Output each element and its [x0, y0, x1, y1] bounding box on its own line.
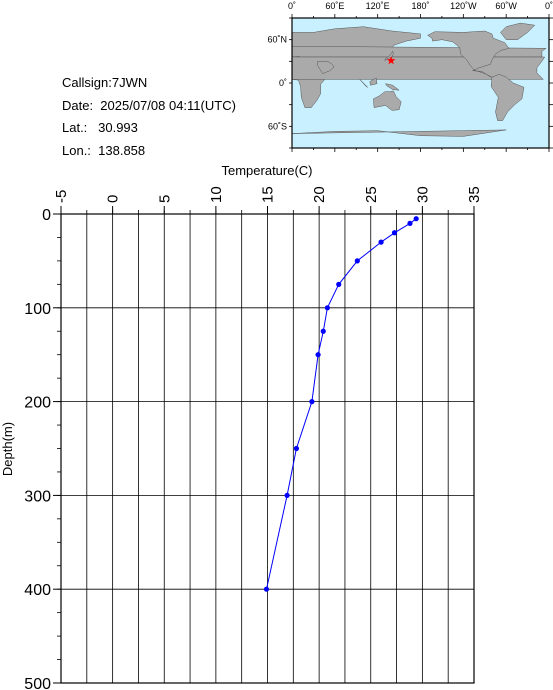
data-point: [391, 230, 398, 236]
map-longitude-label: 0˚: [545, 1, 553, 11]
data-point: [324, 305, 330, 311]
x-tick-label: 10: [208, 186, 225, 203]
profile-line: [266, 218, 417, 590]
y-tick-label: 0: [42, 207, 51, 224]
x-tick-label: 35: [466, 186, 483, 203]
data-point: [284, 492, 290, 498]
map-latitude-labels: 60˚N 0˚ 60˚S: [267, 35, 287, 132]
axis-ticks: [53, 206, 475, 684]
longitude-text: Lon.: 138.858: [62, 142, 146, 158]
x-tick-label: -5: [53, 190, 70, 203]
grid: [61, 214, 474, 683]
x-tick-label: 0: [105, 195, 122, 203]
map-longitude-label: 0˚: [288, 1, 296, 11]
x-tick-label: 30: [414, 186, 431, 203]
map-latitude-label: 0˚: [279, 78, 287, 88]
x-tick-label: 20: [311, 186, 328, 203]
station-marker: [386, 56, 396, 65]
y-tick-label: 100: [24, 301, 51, 318]
map-longitude-label: 60˚W: [495, 1, 517, 11]
data-point: [320, 328, 326, 334]
data-point: [336, 281, 342, 287]
data-point: [354, 258, 360, 264]
world-map: 0˚ 60˚E 120˚E 180˚ 120˚W 60˚W 0˚ 60˚N 0˚ 60˚S: [267, 1, 553, 152]
y-axis-title: Depth(m): [0, 422, 15, 476]
y-tick-label: 400: [24, 582, 51, 599]
temperature-profile-series: [263, 216, 419, 592]
callsign-text: Callsign:7JWN: [62, 75, 148, 90]
latitude-text: Lat.: 30.993: [62, 120, 138, 135]
map-latitude-label: 60˚N: [267, 35, 287, 45]
x-tick-labels: -5 0 5 10 15 20 25 30 35: [53, 186, 483, 203]
map-longitude-label: 120˚W: [450, 1, 477, 11]
x-tick-label: 25: [363, 186, 380, 203]
station-info: Callsign:7JWN Date: 2025/07/08 04:11(UTC…: [62, 72, 236, 162]
date-text: Date: 2025/07/08 04:11(UTC): [62, 97, 236, 113]
map-latitude-label: 60˚S: [268, 121, 287, 131]
map-longitude-label: 60˚E: [325, 1, 344, 11]
data-point: [413, 216, 419, 222]
data-point: [378, 239, 384, 245]
map-longitude-labels: 0˚ 60˚E 120˚E 180˚ 120˚W 60˚W 0˚: [288, 1, 553, 11]
x-tick-label: 15: [260, 186, 277, 203]
data-point: [263, 586, 270, 592]
data-point: [309, 399, 315, 405]
data-point: [407, 220, 413, 226]
y-tick-label: 500: [24, 676, 51, 690]
map-longitude-label: 120˚E: [366, 1, 390, 11]
x-tick-label: 5: [156, 195, 173, 203]
map-land: [292, 22, 547, 148]
y-tick-label: 300: [24, 488, 51, 505]
map-longitude-label: 180˚: [411, 1, 429, 11]
x-axis-title: Temperature(C): [221, 163, 312, 178]
y-tick-label: 200: [24, 395, 51, 412]
plot-frame: [60, 213, 475, 684]
data-point: [293, 445, 300, 452]
y-tick-labels: 0 100 200 300 400 500: [24, 207, 51, 690]
data-point: [315, 352, 321, 358]
